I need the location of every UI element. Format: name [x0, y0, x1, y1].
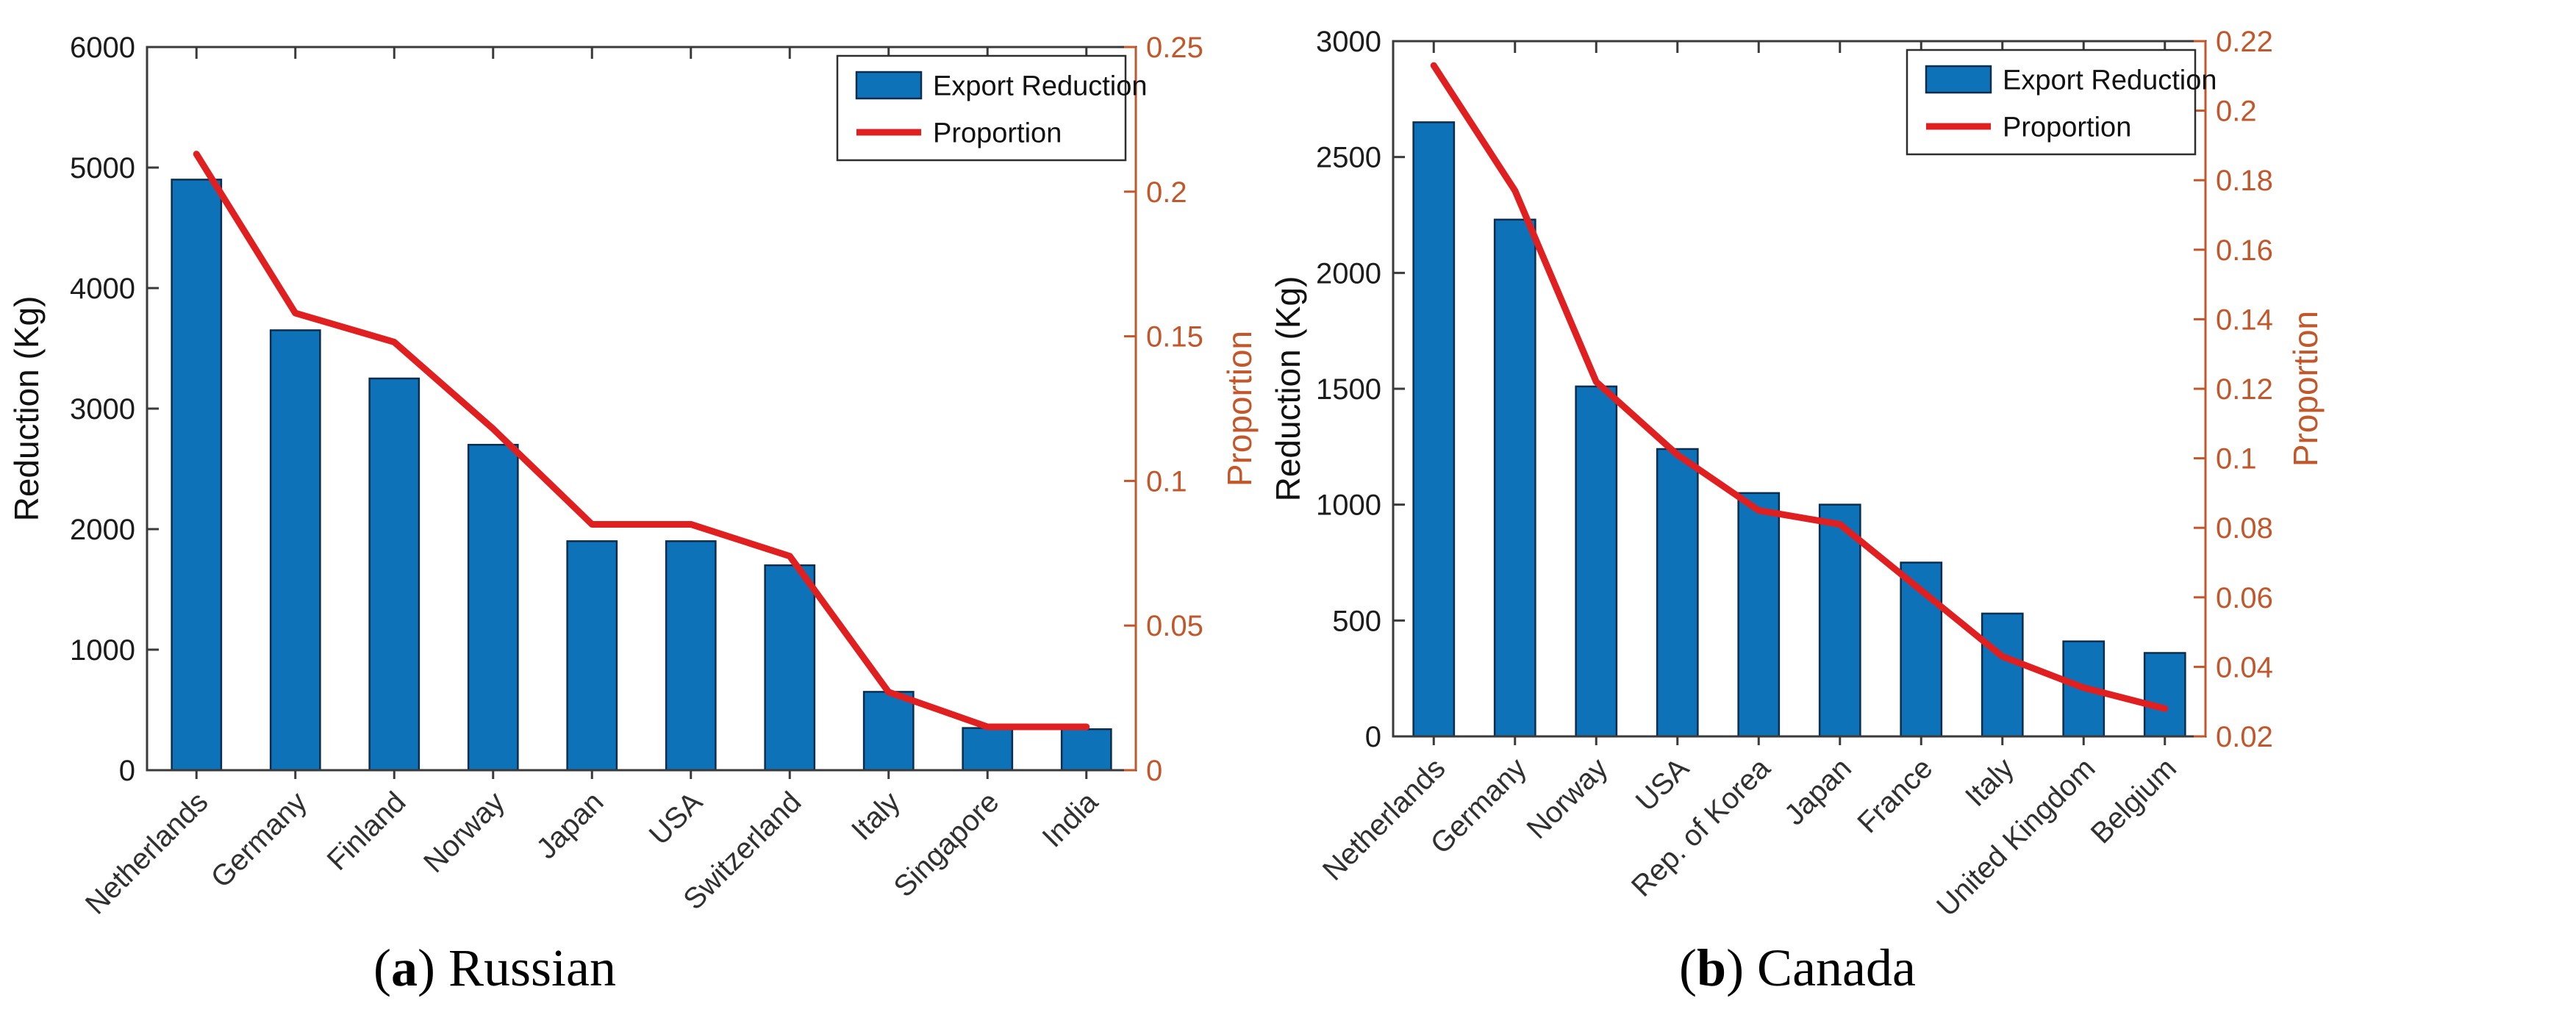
proportion-line	[193, 151, 1090, 731]
right-tick-label: 0.02	[2216, 721, 2273, 753]
bar	[368, 377, 421, 772]
x-category-label: India	[1037, 786, 1105, 854]
bar	[1656, 448, 1699, 738]
bar	[2143, 652, 2186, 738]
subfigure-russian: 0 1000 2000 3000 4000 5000 6000 0 0.05 0.1 0.15 0.2…	[0, 32, 1259, 997]
right-tick-label: 0.15	[1146, 321, 1203, 353]
caption-label-a: Russian	[448, 938, 616, 997]
left-tick-label: 2000	[70, 514, 135, 546]
bar	[665, 540, 717, 772]
bar	[1493, 218, 1536, 738]
bar	[962, 727, 1014, 772]
bar	[862, 691, 915, 772]
right-tick-label: 0.12	[2216, 373, 2273, 406]
left-axis-title: Reduction (Kg)	[1269, 276, 1307, 502]
left-tick-label: 4000	[70, 273, 135, 305]
subfigure-caption-a: (a) Russian	[0, 938, 990, 997]
right-tick-label: 0.04	[2216, 651, 2273, 683]
bar	[1060, 728, 1112, 772]
right-tick-label: 0.18	[2216, 165, 2273, 197]
left-tick-label: 5000	[70, 152, 135, 184]
left-tick-label: 2000	[1316, 257, 1381, 290]
right-tick-label: 0.2	[2216, 96, 2257, 128]
right-axis-title: Proportion	[2286, 311, 2325, 467]
caption-letter-a: a	[390, 938, 418, 997]
bar	[1575, 385, 1618, 738]
x-category-label: Japan	[1778, 752, 1858, 831]
left-tick-label: 6000	[70, 32, 135, 64]
bar	[467, 443, 519, 772]
left-axis-title: Reduction (Kg)	[7, 296, 46, 522]
legend-bar-label: Export Reduction	[933, 71, 1148, 101]
left-tick-label: 3000	[1316, 26, 1381, 58]
legend-line-label: Proportion	[2003, 112, 2131, 143]
caption-close-paren: )	[417, 938, 448, 997]
left-tick-label: 1000	[1316, 489, 1381, 522]
x-category-label: Singapore	[887, 786, 1005, 903]
x-category-label: Netherlands	[1317, 752, 1452, 887]
bar	[1737, 492, 1781, 738]
x-category-label: Netherlands	[79, 786, 215, 921]
bar	[566, 540, 618, 772]
x-category-label: Norway	[418, 786, 511, 879]
bar	[1981, 612, 2024, 738]
caption-open-paren: (	[1679, 938, 1697, 997]
x-category-label: USA	[643, 786, 709, 851]
right-axis-title: Proportion	[1220, 331, 1259, 487]
right-tick-label: 0.06	[2216, 582, 2273, 614]
right-tick-label: 0.22	[2216, 26, 2273, 58]
right-tick-label: 0.16	[2216, 234, 2273, 267]
x-category-label: Italy	[845, 786, 906, 847]
left-tick-label: 2500	[1316, 142, 1381, 174]
caption-label-b: Canada	[1757, 938, 1916, 997]
left-tick-label: 0	[119, 755, 135, 787]
x-category-label: USA	[1630, 752, 1695, 817]
left-tick-label: 3000	[70, 393, 135, 426]
x-category-label: Finland	[321, 786, 412, 877]
bar	[1412, 121, 1456, 738]
x-category-label: Belgium	[2085, 752, 2183, 850]
canada-bar-line-chart: 0 500 1000 1500 2000 2500 3000 0.02 0.04 0.06 0.08…	[1269, 26, 2325, 923]
right-tick-label: 0.25	[1146, 32, 1203, 64]
subfigure-caption-b: (b) Canada	[1288, 938, 2307, 997]
bar	[1818, 503, 1861, 738]
left-tick-label: 0	[1365, 721, 1381, 753]
caption-close-paren: )	[1726, 938, 1758, 997]
legend-line-label: Proportion	[933, 118, 1062, 148]
x-category-label: France	[1851, 752, 1939, 839]
legend-bar-swatch	[1925, 65, 1992, 94]
right-tick-label: 0.08	[2216, 512, 2273, 545]
proportion-line	[1430, 62, 2169, 712]
bar	[764, 564, 816, 772]
right-tick-label: 0.1	[1146, 465, 1187, 498]
x-category-label: Rep. of Korea	[1625, 752, 1777, 903]
bar	[171, 179, 223, 772]
right-tick-label: 0.1	[2216, 443, 2257, 475]
right-tick-label: 0.05	[1146, 610, 1203, 642]
x-category-label: Norway	[1521, 752, 1614, 845]
russian-bar-line-chart: 0 1000 2000 3000 4000 5000 6000 0 0.05 0.1 0.15 0.2…	[7, 32, 1259, 921]
left-tick-label: 500	[1332, 605, 1381, 637]
caption-open-paren: (	[373, 938, 391, 997]
x-category-label: Italy	[1959, 752, 2020, 813]
x-category-label: Japan	[530, 786, 609, 865]
legend-bar-swatch	[855, 71, 923, 100]
left-tick-label: 1500	[1316, 373, 1381, 406]
right-tick-label: 0.14	[2216, 304, 2273, 336]
caption-letter-b: b	[1697, 938, 1727, 997]
right-tick-label: 0	[1146, 755, 1162, 787]
subfigure-canada: 0 500 1000 1500 2000 2500 3000 0.02 0.04 0.06 0.08…	[1269, 0, 2576, 1023]
left-tick-label: 1000	[70, 634, 135, 667]
right-tick-label: 0.2	[1146, 176, 1187, 209]
legend-bar-label: Export Reduction	[2003, 65, 2217, 96]
bar	[269, 329, 321, 772]
x-category-label: Germany	[205, 786, 313, 894]
